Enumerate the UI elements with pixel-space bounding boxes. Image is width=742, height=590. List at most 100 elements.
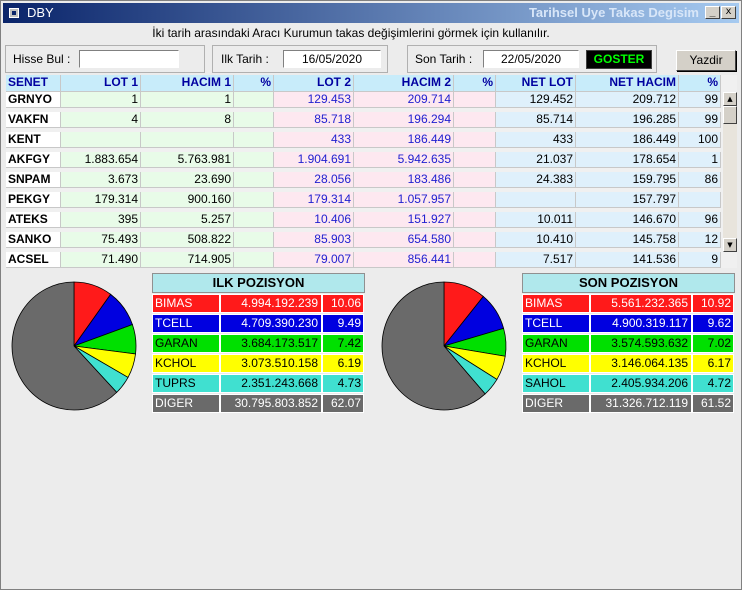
ilk-tarih-label: Ilk Tarih : bbox=[221, 52, 269, 66]
table-row[interactable]: VAKFN 4 8 85.718 196.294 85.714 196.285 99 bbox=[6, 112, 721, 128]
column-header[interactable]: NET LOT bbox=[496, 75, 576, 92]
table-cell bbox=[679, 192, 721, 208]
table-cell bbox=[454, 152, 496, 168]
table-cell: 100 bbox=[679, 132, 721, 148]
table-cell bbox=[454, 232, 496, 248]
son-pozisyon-title: SON POZISYON bbox=[522, 273, 735, 293]
table-cell: 10.011 bbox=[496, 212, 576, 228]
position-name: GARAN bbox=[522, 334, 590, 353]
table-cell: 179.314 bbox=[61, 192, 141, 208]
hisse-bul-label: Hisse Bul : bbox=[13, 52, 71, 66]
table-cell bbox=[234, 112, 274, 128]
position-row: BIMAS 4.994.192.239 10.06 bbox=[152, 294, 365, 313]
table-cell: 5.257 bbox=[141, 212, 234, 228]
position-name: KCHOL bbox=[152, 354, 220, 373]
info-text: İki tarih arasındaki Aracı Kurumun takas… bbox=[152, 26, 550, 40]
table-cell: 9 bbox=[679, 252, 721, 268]
table-cell bbox=[234, 192, 274, 208]
table-cell: 209.714 bbox=[354, 92, 454, 108]
table-cell: 508.822 bbox=[141, 232, 234, 248]
table-cell: 183.486 bbox=[354, 172, 454, 188]
close-button[interactable]: x bbox=[721, 6, 736, 19]
table-cell: 1 bbox=[141, 92, 234, 108]
position-percent: 6.19 bbox=[322, 354, 364, 373]
scroll-down-icon[interactable]: ▼ bbox=[723, 238, 737, 252]
table-cell: 86 bbox=[679, 172, 721, 188]
position-value: 3.574.593.632 bbox=[590, 334, 692, 353]
position-percent: 9.49 bbox=[322, 314, 364, 333]
table-cell: 85.718 bbox=[274, 112, 354, 128]
table-row[interactable]: PEKGY 179.314 900.160 179.314 1.057.957 157.7… bbox=[6, 192, 721, 208]
table-cell: 186.449 bbox=[354, 132, 454, 148]
table-cell: ATEKS bbox=[6, 212, 61, 228]
son-tarih-group bbox=[407, 45, 657, 73]
column-header[interactable]: % bbox=[679, 75, 721, 92]
table-cell: 714.905 bbox=[141, 252, 234, 268]
table-cell: 433 bbox=[496, 132, 576, 148]
position-percent: 6.17 bbox=[692, 354, 734, 373]
scroll-thumb[interactable] bbox=[723, 106, 737, 124]
scroll-up-icon[interactable]: ▲ bbox=[723, 92, 737, 106]
table-row[interactable]: AKFGY 1.883.654 5.763.981 1.904.691 5.942.63… bbox=[6, 152, 721, 168]
position-value: 2.405.934.206 bbox=[590, 374, 692, 393]
table-cell: 129.452 bbox=[496, 92, 576, 108]
table-row[interactable]: ATEKS 395 5.257 10.406 151.927 10.011 146.670 9… bbox=[6, 212, 721, 228]
column-header[interactable]: NET HACIM bbox=[576, 75, 679, 92]
table-cell: GRNYO bbox=[6, 92, 61, 108]
hisse-bul-input[interactable] bbox=[79, 50, 179, 68]
table-row[interactable]: SNPAM 3.673 23.690 28.056 183.486 24.383 159.7… bbox=[6, 172, 721, 188]
son-tarih-label: Son Tarih : bbox=[415, 52, 473, 66]
table-cell: 3.673 bbox=[61, 172, 141, 188]
table-header[interactable]: SENET LOT 1 HACIM 1% LOT 2 HACIM 2% NET LOT NE… bbox=[6, 75, 721, 92]
position-row: TCELL 4.709.390.230 9.49 bbox=[152, 314, 365, 333]
table-cell bbox=[454, 172, 496, 188]
table-cell: 178.654 bbox=[576, 152, 679, 168]
minimize-button[interactable]: _ bbox=[705, 6, 720, 19]
table-row[interactable]: ACSEL 71.490 714.905 79.007 856.441 7.517 141.… bbox=[6, 252, 721, 268]
position-percent: 7.42 bbox=[322, 334, 364, 353]
table-row[interactable]: GRNYO 1 1 129.453 209.714 129.452 209.712 99 bbox=[6, 92, 721, 108]
table-cell bbox=[454, 192, 496, 208]
table-cell: 8 bbox=[141, 112, 234, 128]
position-name: GARAN bbox=[152, 334, 220, 353]
position-value: 4.900.319.117 bbox=[590, 314, 692, 333]
goster-button[interactable]: GOSTER bbox=[586, 50, 652, 69]
pie-slice-diger bbox=[381, 281, 486, 411]
table-cell: 1.904.691 bbox=[274, 152, 354, 168]
ilk-pozisyon-title: ILK POZISYON bbox=[152, 273, 365, 293]
table-cell: 179.314 bbox=[274, 192, 354, 208]
column-header[interactable]: LOT 2 bbox=[274, 75, 354, 92]
table-cell: 12 bbox=[679, 232, 721, 248]
column-header[interactable]: HACIM 2 bbox=[354, 75, 454, 92]
table-row[interactable]: KENT 433 186.449 433 186.449 100 bbox=[6, 132, 721, 148]
hisse-bul-group bbox=[5, 45, 205, 73]
vertical-scrollbar[interactable]: ▲ ▼ bbox=[723, 92, 737, 252]
table-cell: 395 bbox=[61, 212, 141, 228]
table-cell: 5.942.635 bbox=[354, 152, 454, 168]
table-row[interactable]: SANKO 75.493 508.822 85.903 654.580 10.410 145… bbox=[6, 232, 721, 248]
son-tarih-input[interactable]: 22/05/2020 bbox=[483, 50, 579, 68]
table-cell: 146.670 bbox=[576, 212, 679, 228]
position-name: BIMAS bbox=[522, 294, 590, 313]
position-name: SAHOL bbox=[522, 374, 590, 393]
table-cell: 21.037 bbox=[496, 152, 576, 168]
table-cell: 159.795 bbox=[576, 172, 679, 188]
yazdir-button[interactable]: Yazdir bbox=[676, 50, 736, 71]
takas-table: ▲ ▼ SENET LOT 1 HACIM 1% LOT 2 HACIM 2% NET L… bbox=[6, 75, 737, 268]
position-percent: 61.52 bbox=[692, 394, 734, 413]
table-cell: VAKFN bbox=[6, 112, 61, 128]
position-value: 3.146.064.135 bbox=[590, 354, 692, 373]
position-percent: 7.02 bbox=[692, 334, 734, 353]
column-header[interactable]: SENET bbox=[6, 75, 61, 92]
position-row: TUPRS 2.351.243.668 4.73 bbox=[152, 374, 365, 393]
title-bar[interactable]: DBY Tarihsel Uye Takas Degisim _ x bbox=[3, 3, 739, 23]
ilk-tarih-input[interactable]: 16/05/2020 bbox=[283, 50, 381, 68]
column-header[interactable]: % bbox=[454, 75, 496, 92]
table-cell bbox=[234, 172, 274, 188]
column-header[interactable]: LOT 1 bbox=[61, 75, 141, 92]
position-row: TCELL 4.900.319.117 9.62 bbox=[522, 314, 735, 333]
table-cell bbox=[454, 132, 496, 148]
column-header[interactable]: HACIM 1 bbox=[141, 75, 234, 92]
column-header[interactable]: % bbox=[234, 75, 274, 92]
app-icon[interactable] bbox=[9, 8, 19, 18]
